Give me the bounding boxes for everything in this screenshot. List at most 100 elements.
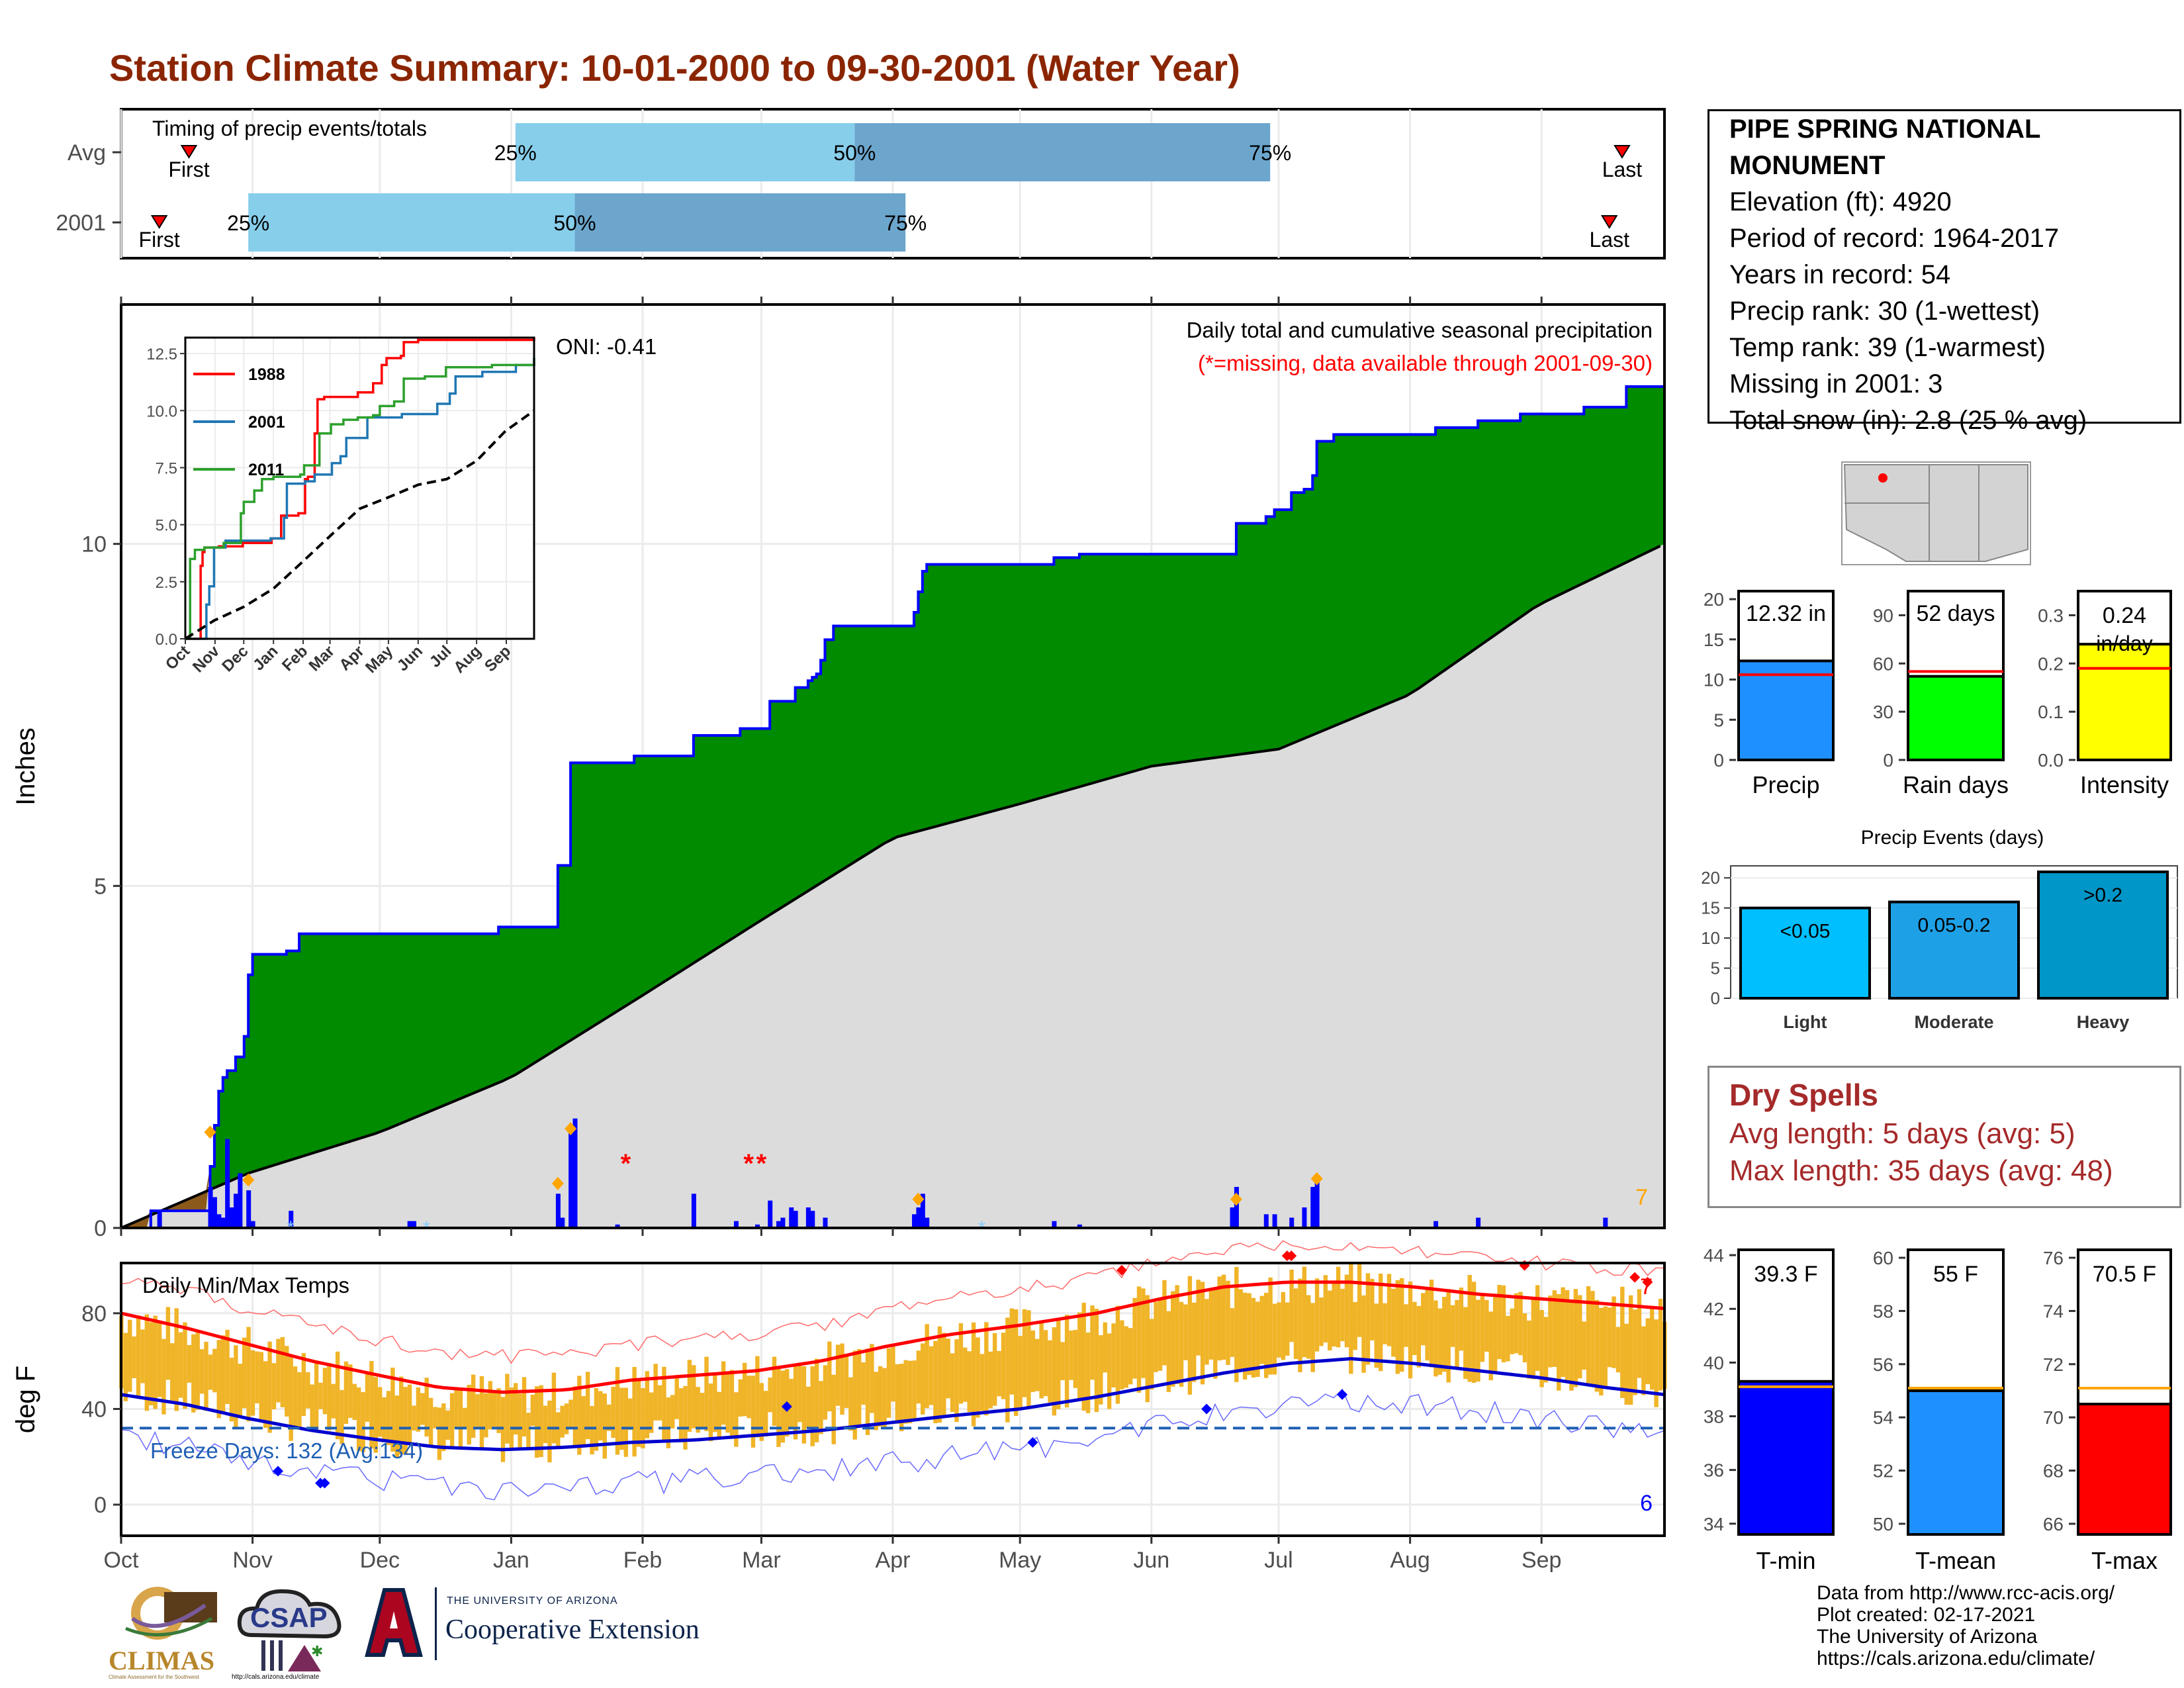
daily-temp-bar bbox=[1094, 1309, 1099, 1413]
daily-temp-bar bbox=[598, 1391, 603, 1441]
station-temp-rank: Temp rank: 39 (1-warmest) bbox=[1729, 333, 2046, 362]
daily-precip-bar bbox=[246, 1190, 251, 1228]
daily-temp-bar bbox=[1277, 1302, 1281, 1358]
daily-temp-bar bbox=[696, 1387, 700, 1433]
daily-temp-bar bbox=[1077, 1312, 1082, 1400]
daily-temp-bar bbox=[577, 1376, 582, 1455]
credit-university: The University of Arizona bbox=[1817, 1626, 2038, 1648]
timing-quartile-label: 75% bbox=[884, 211, 927, 235]
precip-summary-ytick-label: 0 bbox=[1713, 750, 1724, 771]
daily-temp-bar bbox=[149, 1322, 154, 1406]
dry-spells-max: Max length: 35 days (avg: 48) bbox=[1729, 1154, 2113, 1187]
precip-summary-bars: 0 5 10 15 20 12.32 in Precip 0 30 60 90 52 days Rain… bbox=[1704, 589, 2172, 798]
precip-summary-ytick-label: 0.1 bbox=[2038, 702, 2064, 722]
daily-temp-bar bbox=[1090, 1305, 1095, 1380]
daily-temp-bar bbox=[1009, 1308, 1014, 1395]
daily-temp-bar bbox=[535, 1386, 539, 1458]
daily-temp-bar bbox=[1060, 1342, 1065, 1380]
daily-temp-bar bbox=[1459, 1288, 1464, 1351]
timing-quartile-label: 25% bbox=[227, 211, 269, 235]
inset-series-line bbox=[185, 358, 535, 640]
timing-first-label: First bbox=[139, 228, 180, 252]
daily-temp-bar bbox=[963, 1347, 968, 1402]
daily-temp-bar bbox=[509, 1387, 514, 1450]
daily-temp-bar bbox=[1293, 1288, 1298, 1359]
climas-subtitle: Climate Assessment for the Southwest bbox=[109, 1674, 199, 1680]
daily-temp-bar bbox=[1107, 1333, 1112, 1409]
month-label: Jan bbox=[493, 1548, 529, 1573]
daily-precip-bar bbox=[768, 1200, 773, 1228]
daily-temp-bar bbox=[891, 1346, 895, 1402]
station-info-box: PIPE SPRING NATIONAL MONUMENT Elevation … bbox=[1707, 109, 2181, 435]
daily-temp-bar bbox=[1633, 1309, 1637, 1395]
extreme-precip-marker bbox=[242, 1173, 255, 1187]
daily-temp-bar bbox=[1395, 1280, 1400, 1374]
extreme-precip-marker bbox=[912, 1192, 925, 1206]
daily-temp-bar bbox=[870, 1344, 874, 1413]
daily-temp-bar bbox=[1628, 1295, 1633, 1405]
credit-data-source: Data from http://www.rcc-acis.org/ bbox=[1817, 1582, 2115, 1604]
daily-temp-bar bbox=[764, 1391, 768, 1437]
daily-precip-bar bbox=[572, 1118, 578, 1228]
daily-temp-bar bbox=[1115, 1305, 1120, 1404]
precip-events-bin-label: 0.05-0.2 bbox=[1917, 915, 1990, 937]
daily-precip-bar bbox=[1314, 1180, 1320, 1228]
daily-precip-bar bbox=[1302, 1207, 1307, 1228]
daily-temp-bar bbox=[1463, 1307, 1468, 1380]
daily-temp-bar bbox=[1018, 1336, 1023, 1410]
daily-temp-bar bbox=[225, 1329, 230, 1405]
daily-temp-bar bbox=[191, 1334, 196, 1413]
daily-temp-bar bbox=[925, 1324, 929, 1409]
timing-row-label: Avg bbox=[68, 140, 106, 165]
daily-temp-bar bbox=[946, 1338, 950, 1399]
month-label: Nov bbox=[232, 1548, 272, 1573]
daily-temp-bar bbox=[556, 1412, 561, 1448]
daily-precip-bar bbox=[157, 1211, 162, 1228]
precip-events-title: Precip Events (days) bbox=[1861, 827, 2044, 849]
precip-event-count: 7 bbox=[1635, 1185, 1648, 1210]
daily-temp-bar bbox=[907, 1360, 913, 1423]
daily-temp-bar bbox=[725, 1374, 730, 1433]
daily-temp-bar bbox=[645, 1371, 650, 1438]
daily-temp-bar bbox=[1230, 1308, 1235, 1357]
precip-summary-value-label: 12.32 in bbox=[1746, 601, 1826, 626]
daily-temp-bar bbox=[768, 1377, 772, 1413]
daily-temp-bar bbox=[602, 1393, 607, 1459]
daily-temp-bar bbox=[1590, 1291, 1595, 1385]
daily-temp-bar bbox=[759, 1383, 764, 1441]
dry-spells-avg: Avg length: 5 days (avg: 5) bbox=[1729, 1117, 2075, 1150]
daily-temp-bar bbox=[572, 1386, 578, 1447]
daily-temp-bar bbox=[153, 1315, 158, 1409]
daily-temp-bar bbox=[916, 1350, 921, 1404]
temp-summary-ytick-label: 74 bbox=[2043, 1301, 2064, 1321]
precip-summary-ytick-label: 15 bbox=[1704, 630, 1724, 650]
daily-temp-bar bbox=[1522, 1313, 1527, 1363]
daily-temp-bar bbox=[1408, 1281, 1413, 1379]
daily-precip-bar bbox=[793, 1211, 798, 1228]
daily-temp-bar bbox=[365, 1373, 370, 1422]
temp-ytick-label: 0 bbox=[94, 1493, 107, 1518]
state-shape bbox=[1843, 464, 2028, 562]
daily-temp-bar bbox=[772, 1356, 777, 1426]
daily-temp-bar bbox=[692, 1365, 696, 1429]
record-low-marker bbox=[1201, 1403, 1212, 1415]
daily-precip-bar bbox=[789, 1207, 794, 1228]
daily-temp-bar bbox=[1064, 1315, 1069, 1408]
daily-temp-bar bbox=[734, 1392, 739, 1447]
daily-precip-bar bbox=[1077, 1224, 1082, 1228]
daily-precip-bar bbox=[691, 1194, 696, 1228]
temp-ylabel: deg F bbox=[11, 1366, 40, 1433]
daily-temp-bar bbox=[1455, 1299, 1459, 1368]
daily-temp-bar bbox=[1158, 1297, 1163, 1371]
daily-temp-bar bbox=[505, 1374, 510, 1444]
daily-temp-bar bbox=[606, 1404, 612, 1431]
daily-temp-bar bbox=[1052, 1327, 1057, 1416]
freeze-days-label: Freeze Days: 132 (Avg:134) bbox=[150, 1438, 423, 1463]
daily-temp-bar bbox=[585, 1372, 590, 1440]
precip-summary-ytick-label: 0.0 bbox=[2038, 750, 2064, 771]
temp-summary-ytick-label: 72 bbox=[2043, 1354, 2064, 1375]
daily-temp-bar bbox=[246, 1327, 251, 1422]
record-high-count: 7 bbox=[1640, 1274, 1653, 1299]
temp-summary-category-label: T-max bbox=[2091, 1547, 2158, 1574]
